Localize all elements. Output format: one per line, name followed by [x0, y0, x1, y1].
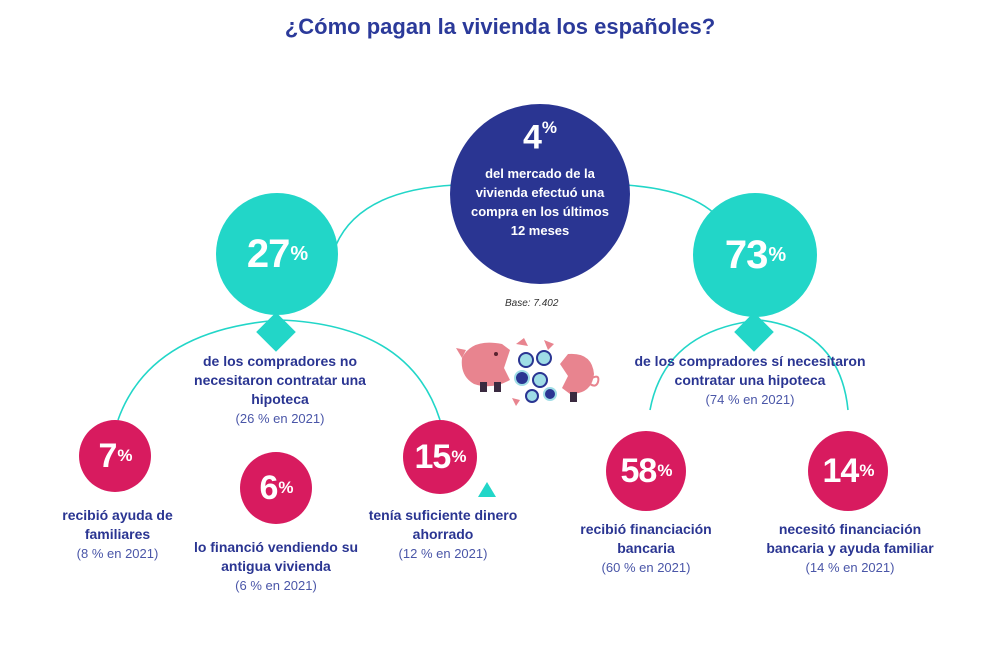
item-text: recibió ayuda de familiares — [62, 507, 173, 542]
center-circle: 4% del mercado de la vivienda efectuó un… — [450, 104, 630, 284]
right-group-text: de los compradores sí necesitaron contra… — [634, 353, 866, 388]
item-text: tenía suficiente dinero ahorrado — [368, 507, 518, 542]
left-group-circle: 27% — [216, 193, 338, 315]
item-label-6: lo financió vendiendo su antigua viviend… — [186, 538, 366, 595]
base-note: Base: 7.402 — [505, 298, 559, 309]
left-group-text: de los compradores no necesitaron contra… — [194, 353, 366, 407]
item-pct-symbol: % — [278, 478, 293, 497]
page-title: ¿Cómo pagan la vivienda los españoles? — [284, 14, 716, 39]
item-pct-symbol: % — [451, 447, 466, 466]
left-group-label: de los compradores no necesitaron contra… — [180, 352, 380, 428]
item-pct-symbol: % — [657, 461, 672, 480]
connector-center-left — [335, 184, 456, 246]
item-circle-58: 58% — [606, 431, 686, 511]
item-circle-7: 7% — [79, 420, 151, 492]
item-pct-symbol: % — [859, 461, 874, 480]
right-group-pct-symbol: % — [768, 243, 786, 266]
piggy-bank-icon — [456, 338, 600, 406]
item-circle-14: 14% — [808, 431, 888, 511]
triangle-icon — [478, 482, 496, 497]
item-pct-value: 7 — [98, 436, 117, 475]
item-prior: (12 % en 2021) — [398, 546, 488, 561]
item-text: necesitó financiación bancaria y ayuda f… — [766, 521, 934, 556]
left-group-prior: (26 % en 2021) — [235, 411, 325, 426]
center-pct: 4% — [450, 118, 630, 157]
item-label-14: necesitó financiación bancaria y ayuda f… — [760, 520, 940, 577]
item-prior: (8 % en 2021) — [76, 546, 159, 561]
item-circle-6: 6% — [240, 452, 312, 524]
center-pct-symbol: % — [541, 118, 558, 137]
item-pct-value: 58 — [620, 451, 658, 490]
center-pct-value: 4 — [522, 118, 542, 157]
right-group-label: de los compradores sí necesitaron contra… — [615, 352, 885, 409]
item-prior: (60 % en 2021) — [601, 560, 691, 575]
left-group-pct-symbol: % — [290, 242, 308, 265]
right-group-pct-value: 73 — [724, 232, 768, 277]
item-prior: (14 % en 2021) — [805, 560, 895, 575]
item-pct-value: 14 — [822, 451, 860, 490]
center-description: del mercado de la vivienda efectuó una c… — [471, 166, 609, 238]
item-label-58: recibió financiación bancaria (60 % en 2… — [556, 520, 736, 577]
right-group-prior: (74 % en 2021) — [705, 392, 795, 407]
item-pct-symbol: % — [117, 446, 132, 465]
item-circle-15: 15% — [403, 420, 477, 494]
coins-icon — [514, 350, 557, 403]
item-pct-value: 6 — [259, 468, 278, 507]
item-label-7: recibió ayuda de familiares (8 % en 2021… — [35, 506, 200, 563]
item-text: recibió financiación bancaria — [580, 521, 712, 556]
right-group-circle: 73% — [693, 193, 817, 317]
left-group-pct-value: 27 — [246, 231, 290, 276]
item-pct-value: 15 — [414, 437, 452, 476]
item-text: lo financió vendiendo su antigua viviend… — [193, 539, 359, 574]
item-label-15: tenía suficiente dinero ahorrado (12 % e… — [368, 506, 518, 563]
item-prior: (6 % en 2021) — [235, 578, 317, 593]
